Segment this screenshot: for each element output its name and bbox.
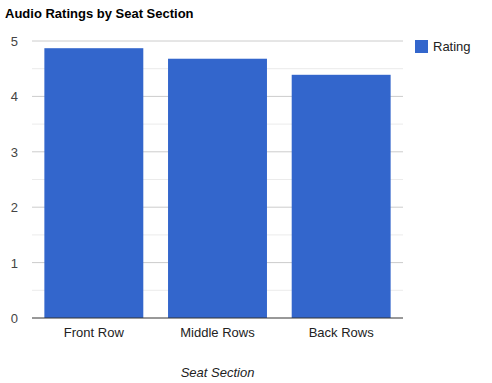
x-tick-label: Front Row: [64, 325, 125, 340]
y-tick-label: 4: [11, 89, 18, 104]
grid-line: [32, 41, 403, 42]
y-tick-label: 0: [11, 311, 18, 326]
chart-svg: Audio Ratings by Seat Section 0 1 2 3 4 5 Front…: [0, 0, 492, 383]
y-tick-label: 3: [11, 145, 18, 160]
bars: [44, 48, 390, 318]
y-tick-label: 5: [11, 34, 18, 49]
x-tick-label: Middle Rows: [180, 325, 255, 340]
chart-title: Audio Ratings by Seat Section: [5, 6, 194, 21]
chart-container: Audio Ratings by Seat Section 0 1 2 3 4 5 Front…: [0, 0, 492, 383]
bar: [292, 75, 391, 318]
bar: [44, 48, 143, 318]
legend-swatch: [415, 40, 428, 53]
y-tick-label: 1: [11, 256, 18, 271]
bar: [168, 59, 267, 318]
legend-label: Rating: [433, 39, 471, 54]
x-axis-title: Seat Section: [181, 365, 255, 380]
y-tick-label: 2: [11, 200, 18, 215]
x-tick-label: Back Rows: [309, 325, 375, 340]
x-axis-line: [32, 318, 403, 319]
